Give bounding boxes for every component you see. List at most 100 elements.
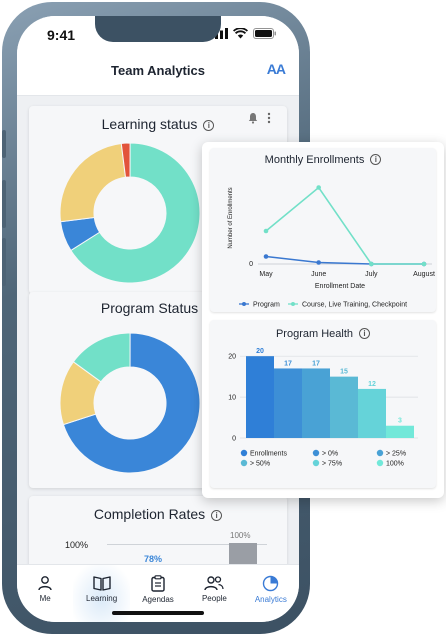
phone-side-button xyxy=(2,238,6,286)
nav-label: Me xyxy=(39,594,51,603)
y-tick-label: 20 xyxy=(228,354,236,361)
learning-status-slice xyxy=(59,142,127,223)
info-icon[interactable]: i xyxy=(370,154,382,165)
x-tick-label: May xyxy=(259,271,273,278)
legend-label: > 0% xyxy=(322,451,338,458)
y-tick-label: 10 xyxy=(228,395,236,402)
data-point xyxy=(421,261,427,267)
person-icon xyxy=(38,576,52,591)
status-icons xyxy=(210,28,277,39)
app-header: Team Analytics AA xyxy=(17,56,299,96)
legend-swatch xyxy=(291,302,295,306)
legend-swatch xyxy=(242,302,246,306)
legend-label: Program xyxy=(253,302,280,309)
legend-swatch xyxy=(240,459,248,467)
pie-chart-icon xyxy=(263,575,279,592)
bar-value-label: 15 xyxy=(340,369,348,376)
phone-side-button xyxy=(2,180,6,228)
data-point xyxy=(369,261,374,267)
data-point xyxy=(263,228,269,234)
x-tick-label: June xyxy=(311,271,326,278)
completion-rates-title-text: Completion Rates xyxy=(93,506,206,522)
nav-item-agendas[interactable]: Agendas xyxy=(130,565,186,622)
text-size-glyph: AA xyxy=(266,61,286,77)
book-icon xyxy=(92,576,111,591)
program-health-chart: 0 10 20 20 17 17 15 12 3 Enrollments > 0% > 25% > 50… xyxy=(228,348,418,468)
phone-frame: 9:41 xyxy=(2,2,310,634)
x-tick-label: August xyxy=(413,271,435,278)
bar xyxy=(246,356,274,438)
data-point xyxy=(316,185,321,190)
bar-value-label: 17 xyxy=(284,360,292,367)
bar-value-label: 12 xyxy=(368,381,376,388)
completion-bar-label: 78% xyxy=(144,554,163,564)
legend-swatch xyxy=(376,449,384,457)
nav-item-people[interactable]: People xyxy=(186,565,242,622)
chart-legend: Program Course, Live Training, Checkpoin… xyxy=(239,302,407,309)
completion-gridline xyxy=(107,544,267,545)
x-tick-label: July xyxy=(365,271,378,278)
info-icon[interactable]: i xyxy=(203,120,215,131)
y-tick-label: 0 xyxy=(232,436,236,443)
legend-swatch xyxy=(240,449,248,457)
nav-item-analytics[interactable]: Analytics xyxy=(243,565,299,622)
bar xyxy=(386,425,414,438)
learning-status-slice xyxy=(70,142,201,284)
learning-status-title: Learning status i xyxy=(29,116,287,132)
nav-item-me[interactable]: Me xyxy=(17,565,73,622)
program-status-title-text: Program Status xyxy=(100,300,199,316)
y-tick-label: 0 xyxy=(249,261,253,268)
status-time: 9:41 xyxy=(47,27,76,43)
program-health-card: Program Health i 0 10 20 20 17 17 15 12 3 Enrollme… xyxy=(210,320,436,488)
battery-icon xyxy=(253,28,276,39)
clipboard-icon xyxy=(151,575,165,592)
completion-rates-title: Completion Rates i xyxy=(29,506,287,522)
series-line xyxy=(265,186,424,265)
bar-value-label: 3 xyxy=(398,418,402,425)
text-size-icon[interactable]: AA xyxy=(266,61,286,77)
completion-bar-label: 100% xyxy=(230,531,251,540)
analytics-popover: Monthly Enrollments i Number of Enrollmen… xyxy=(202,142,444,498)
page-title: Team Analytics xyxy=(111,63,205,78)
completion-y-label: 100% xyxy=(65,540,89,550)
bar-value-label: 20 xyxy=(256,348,264,355)
series-line xyxy=(265,255,424,265)
nav-label: Agendas xyxy=(142,595,174,604)
more-options-icon[interactable] xyxy=(267,112,271,124)
y-axis-label: Number of Enrollments xyxy=(228,187,234,248)
info-icon[interactable]: i xyxy=(359,328,371,339)
data-point xyxy=(263,254,269,259)
phone-notch xyxy=(95,16,221,42)
bar xyxy=(358,388,386,438)
bar xyxy=(302,368,330,438)
bar-value-label: 17 xyxy=(312,360,320,367)
nav-label: Learning xyxy=(86,594,118,603)
nav-label: People xyxy=(201,594,227,603)
legend-label: 100% xyxy=(386,461,404,468)
legend-label: Course, Live Training, Checkpoint xyxy=(302,302,407,309)
program-status-slice xyxy=(72,332,131,383)
phone-side-button xyxy=(2,130,6,158)
learning-status-slice xyxy=(120,142,131,178)
learning-status-title-text: Learning status xyxy=(101,116,198,132)
monthly-enrollments-chart: Number of Enrollments Enrollment Date Pr… xyxy=(228,185,435,309)
info-icon[interactable]: i xyxy=(211,510,223,521)
wifi-icon xyxy=(233,28,248,39)
legend-swatch xyxy=(376,459,384,467)
program-health-title: Program Health i xyxy=(210,328,436,340)
monthly-enrollments-title-text: Monthly Enrollments xyxy=(264,154,365,166)
program-health-title-text: Program Health xyxy=(275,328,354,340)
monthly-enrollments-title: Monthly Enrollments i xyxy=(210,154,436,166)
legend-label: > 25% xyxy=(386,451,406,458)
data-point xyxy=(316,260,321,265)
program-status-slice xyxy=(62,332,201,474)
legend-swatch xyxy=(312,459,320,467)
notification-bell-icon[interactable] xyxy=(247,112,259,124)
people-icon xyxy=(204,576,225,591)
bar xyxy=(274,368,302,438)
legend-label: > 50% xyxy=(250,461,270,468)
home-indicator xyxy=(112,611,204,615)
monthly-enrollments-card: Monthly Enrollments i Number of Enrollmen… xyxy=(210,148,436,312)
learning-status-donut xyxy=(59,142,201,284)
x-axis-label: Enrollment Date xyxy=(315,283,365,290)
